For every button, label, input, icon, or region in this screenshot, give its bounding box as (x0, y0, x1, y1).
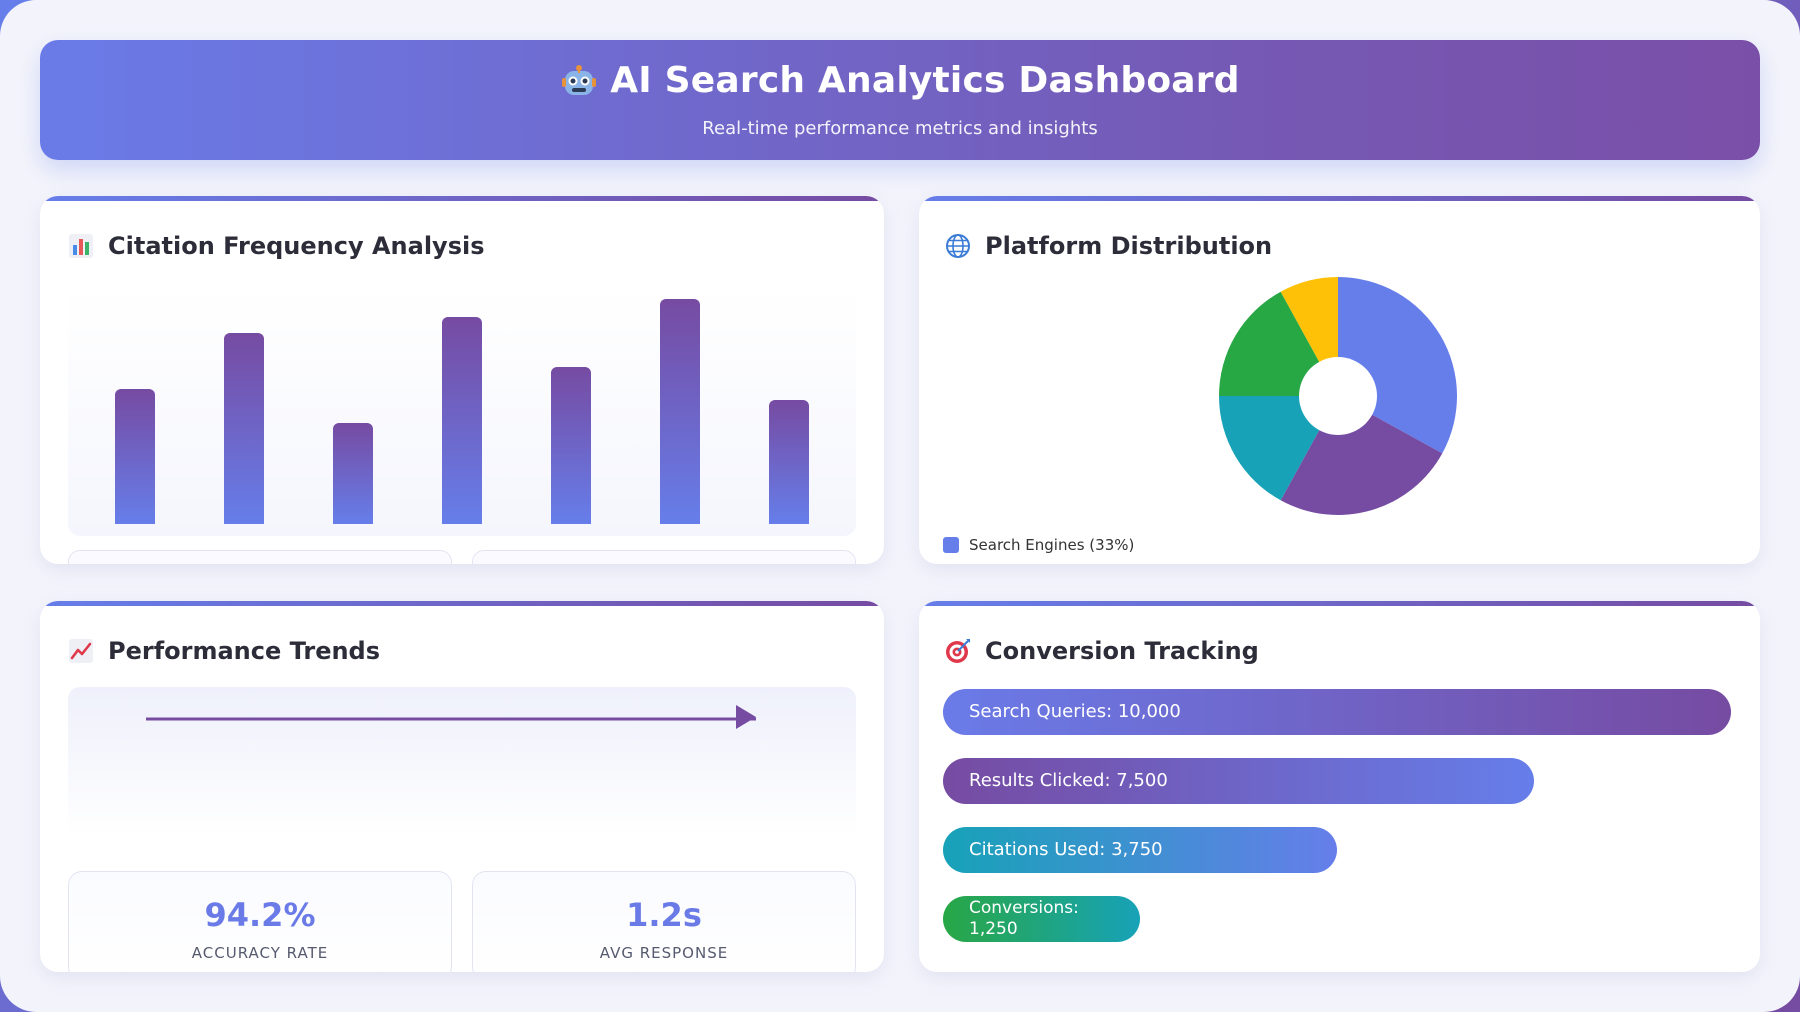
bar-chart-icon (68, 233, 94, 259)
funnel-step-search-queries: Search Queries: 10,000 (943, 689, 1731, 735)
conversion-title-text: Conversion Tracking (985, 637, 1259, 665)
trends-title-text: Performance Trends (108, 637, 381, 665)
trend-chart-area (68, 687, 856, 837)
conversion-card: Conversion Tracking Search Queries: 10,0… (919, 601, 1760, 972)
trend-up-icon (68, 638, 94, 664)
citation-card-title: Citation Frequency Analysis (68, 232, 485, 260)
citation-bar (769, 400, 809, 524)
funnel-step-results-clicked: Results Clicked: 7,500 (943, 758, 1534, 804)
legend-swatch (943, 537, 959, 553)
legend-label: Search Engines (33%) (969, 536, 1135, 554)
citation-bar (115, 389, 155, 524)
trends-card: Performance Trends 94.2% ACCURACY RATE 1… (40, 601, 884, 972)
funnel-step-label: Search Queries: 10,000 (969, 700, 1181, 722)
globe-icon (945, 233, 971, 259)
citation-card: Citation Frequency Analysis (40, 196, 884, 564)
robot-icon (560, 62, 598, 100)
platform-card: Platform Distribution Search Engines (33… (919, 196, 1760, 564)
platform-title-text: Platform Distribution (985, 232, 1273, 260)
funnel-step-citations-used: Citations Used: 3,750 (943, 827, 1337, 873)
platform-card-title: Platform Distribution (945, 232, 1272, 260)
citation-bar-chart (68, 288, 856, 536)
response-label: AVG RESPONSE (599, 944, 729, 962)
funnel-step-label: Citations Used: 3,750 (969, 838, 1163, 860)
citation-bar (660, 299, 700, 524)
page-subtitle: Real-time performance metrics and insigh… (702, 118, 1098, 139)
citation-bar (551, 366, 591, 524)
dashboard-header: AI Search Analytics Dashboard Real-time … (40, 40, 1760, 160)
platform-legend: Search Engines (33%) (943, 536, 1134, 554)
response-stat: 1.2s AVG RESPONSE (472, 871, 856, 972)
citation-bar (224, 332, 264, 524)
citation-bar (333, 422, 373, 524)
funnel-step-label: Conversions: 1,250 (969, 897, 1079, 939)
page-title-text: AI Search Analytics Dashboard (610, 60, 1240, 101)
funnel-step-label: Results Clicked: 7,500 (969, 769, 1168, 791)
pie-slice (1219, 396, 1338, 501)
donut-hole (1299, 357, 1377, 435)
accuracy-value: 94.2% (204, 896, 316, 934)
pie-slice (1219, 291, 1338, 396)
stat-box-placeholder (472, 550, 856, 564)
conversion-card-title: Conversion Tracking (945, 637, 1259, 665)
citation-title-text: Citation Frequency Analysis (108, 232, 485, 260)
stat-box-placeholder (68, 550, 452, 564)
response-value: 1.2s (626, 896, 702, 934)
accuracy-stat: 94.2% ACCURACY RATE (68, 871, 452, 972)
funnel-step-conversions: Conversions: 1,250 (943, 896, 1140, 942)
target-icon (945, 638, 971, 664)
page-title: AI Search Analytics Dashboard (40, 60, 1760, 101)
pie-slice (1280, 396, 1443, 515)
accuracy-label: ACCURACY RATE (191, 944, 329, 962)
citation-bar (442, 317, 482, 524)
trend-arrowhead (736, 705, 756, 729)
performance-line-chart (146, 705, 756, 729)
trends-card-title: Performance Trends (68, 637, 380, 665)
platform-donut-chart (1219, 277, 1457, 515)
